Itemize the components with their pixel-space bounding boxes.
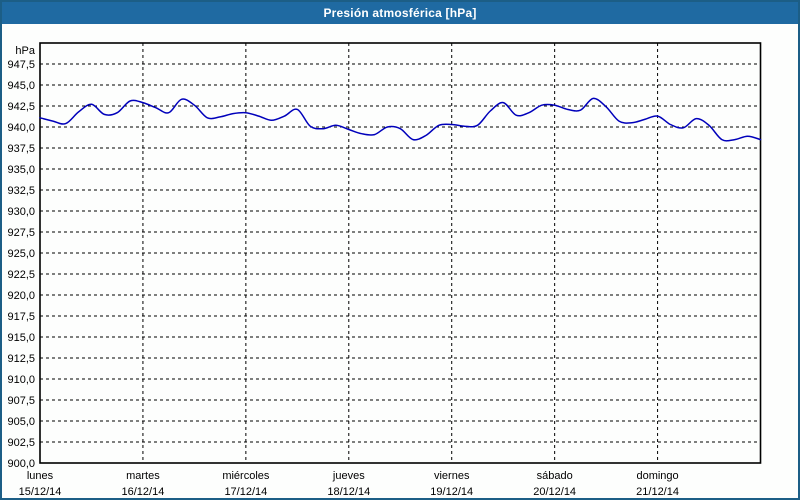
y-tick-label: 925,0 — [7, 248, 35, 260]
y-tick-label: 902,5 — [7, 437, 35, 449]
x-day-label: viernes — [434, 470, 470, 482]
y-tick-label: 910,0 — [7, 374, 35, 386]
pressure-chart: 900,0 902,5 905,0 907,5 910,0 912,5 915,0 917,5… — [7, 42, 762, 498]
y-tick-label: 905,0 — [7, 416, 35, 428]
x-date-label: 19/12/14 — [430, 486, 473, 498]
y-tick-label: 947,5 — [7, 59, 35, 71]
window-title-bar: Presión atmosférica [hPa] — [2, 2, 798, 24]
chart-title: Presión atmosférica [hPa] — [323, 6, 477, 20]
x-day-label: miércoles — [222, 470, 270, 482]
y-axis-unit-label: hPa — [15, 45, 35, 57]
y-tick-label: 927,5 — [7, 227, 35, 239]
y-tick-label: 917,5 — [7, 311, 35, 323]
y-tick-label: 920,0 — [7, 290, 35, 302]
y-tick-label: 915,0 — [7, 332, 35, 344]
plot-frame — [39, 42, 762, 464]
y-tick-label: 900,0 — [7, 458, 35, 470]
x-day-label: jueves — [332, 470, 365, 482]
x-date-label: 17/12/14 — [224, 486, 267, 498]
chart-area: 900,0 902,5 905,0 907,5 910,0 912,5 915,0 917,5… — [2, 24, 798, 498]
y-tick-label: 922,5 — [7, 269, 35, 281]
y-tick-label: 930,0 — [7, 206, 35, 218]
x-date-label: 18/12/14 — [327, 486, 370, 498]
x-day-label: sábado — [537, 470, 573, 482]
y-tick-label: 912,5 — [7, 353, 35, 365]
x-day-label: domingo — [636, 470, 678, 482]
x-date-label: 16/12/14 — [122, 486, 165, 498]
y-tick-label: 932,5 — [7, 185, 35, 197]
x-date-label: 20/12/14 — [533, 486, 576, 498]
y-tick-label: 935,0 — [7, 164, 35, 176]
pressure-series-line — [39, 97, 762, 142]
y-tick-label: 940,0 — [7, 122, 35, 134]
x-day-label: martes — [126, 470, 160, 482]
x-date-label: 15/12/14 — [19, 486, 62, 498]
x-day-label: lunes — [27, 470, 54, 482]
y-tick-label: 937,5 — [7, 143, 35, 155]
x-date-label: 21/12/14 — [636, 486, 679, 498]
y-tick-label: 945,0 — [7, 80, 35, 92]
y-tick-label: 907,5 — [7, 395, 35, 407]
y-tick-label: 942,5 — [7, 101, 35, 113]
